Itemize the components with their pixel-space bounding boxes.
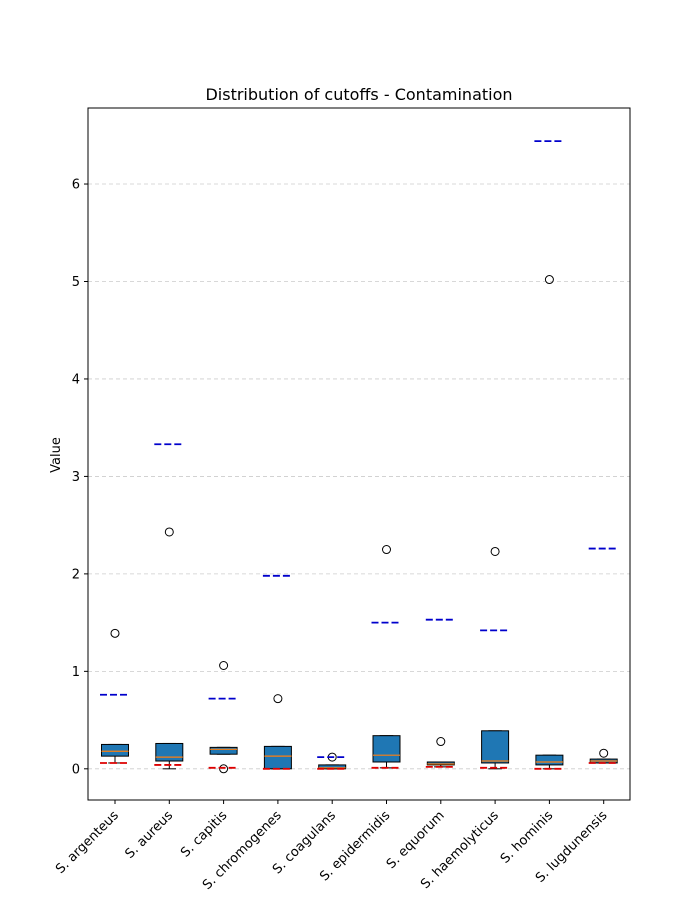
iqr-box	[372, 735, 401, 763]
outlier-point	[219, 764, 229, 774]
y-tick-label: 3	[72, 470, 80, 485]
y-tick-label: 1	[72, 665, 80, 680]
box-group	[155, 527, 184, 770]
iqr-box	[263, 745, 292, 770]
outlier-point	[599, 748, 609, 758]
outlier-point	[490, 546, 500, 556]
iqr-box	[155, 742, 184, 762]
iqr-box	[481, 730, 510, 764]
y-tick-label: 6	[72, 178, 80, 193]
box-group	[535, 275, 564, 770]
y-tick-label: 0	[72, 762, 80, 777]
outlier-point	[382, 545, 391, 555]
iqr-box	[101, 743, 129, 757]
iqr-box	[535, 754, 564, 766]
chart-marks	[100, 140, 619, 774]
y-tick-label: 4	[72, 372, 80, 387]
outlier-point	[436, 737, 446, 747]
box-group	[481, 546, 510, 770]
outlier-point	[219, 660, 229, 670]
plot-frame	[87, 107, 631, 801]
y-tick-label: 5	[72, 275, 80, 290]
outlier-point	[164, 527, 174, 537]
chart-title: Distribution of cutoffs - Contamination	[205, 85, 512, 104]
iqr-box	[209, 746, 238, 755]
outlier-point	[544, 275, 554, 285]
outlier-point	[110, 628, 120, 638]
y-axis-label: Value	[49, 437, 64, 473]
outlier-point	[273, 694, 283, 704]
y-tick-label: 2	[72, 567, 80, 582]
box-group	[209, 660, 238, 774]
